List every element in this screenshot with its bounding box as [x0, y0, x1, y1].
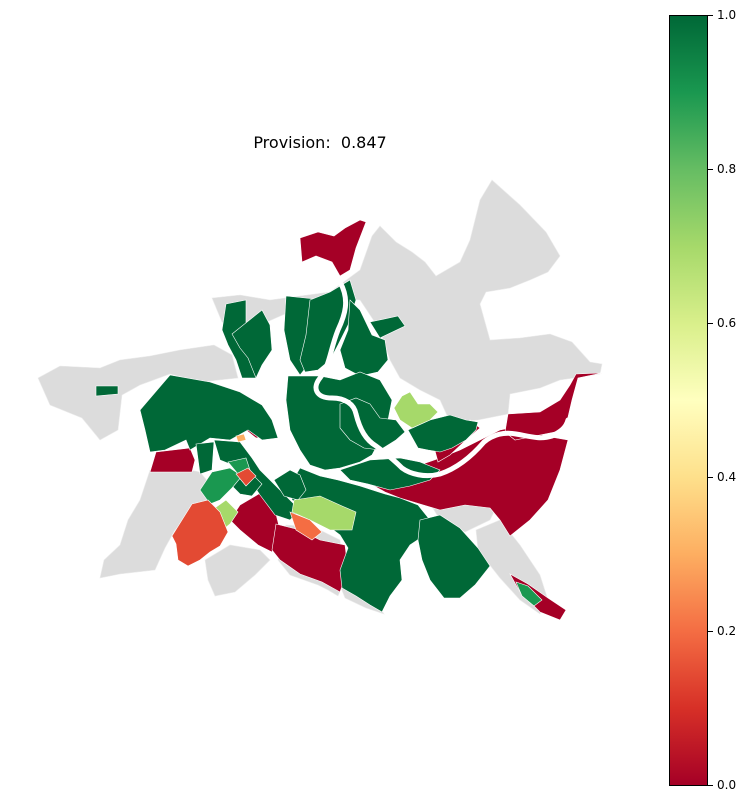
- map-title: Provision: 0.847: [253, 133, 387, 152]
- choropleth-map: [37, 179, 603, 621]
- colorbar-tick-label: 0.4: [717, 470, 737, 484]
- mid-high-provision-districts: [199, 457, 543, 607]
- colorbar-tick: [708, 323, 713, 324]
- colorbar-tick: [708, 631, 713, 632]
- colorbar-tick: [708, 169, 713, 170]
- colorbar-tick-label: 0.6: [717, 316, 737, 330]
- colorbar-tick: [708, 15, 713, 16]
- colorbar-tick: [708, 477, 713, 478]
- colorbar-tick-label: 1.0: [717, 8, 737, 22]
- low-provision-districts: [149, 219, 603, 621]
- colorbar: [669, 15, 708, 786]
- low-mid-provision-districts: [171, 433, 323, 567]
- colorbar-tick-label: 0.2: [717, 624, 737, 638]
- colorbar-tick-label: 0.8: [717, 162, 737, 176]
- colorbar-tick-label: 0.0: [717, 778, 737, 792]
- mid-provision-districts: [211, 391, 439, 533]
- colorbar-tick: [708, 785, 713, 786]
- river: [313, 279, 571, 479]
